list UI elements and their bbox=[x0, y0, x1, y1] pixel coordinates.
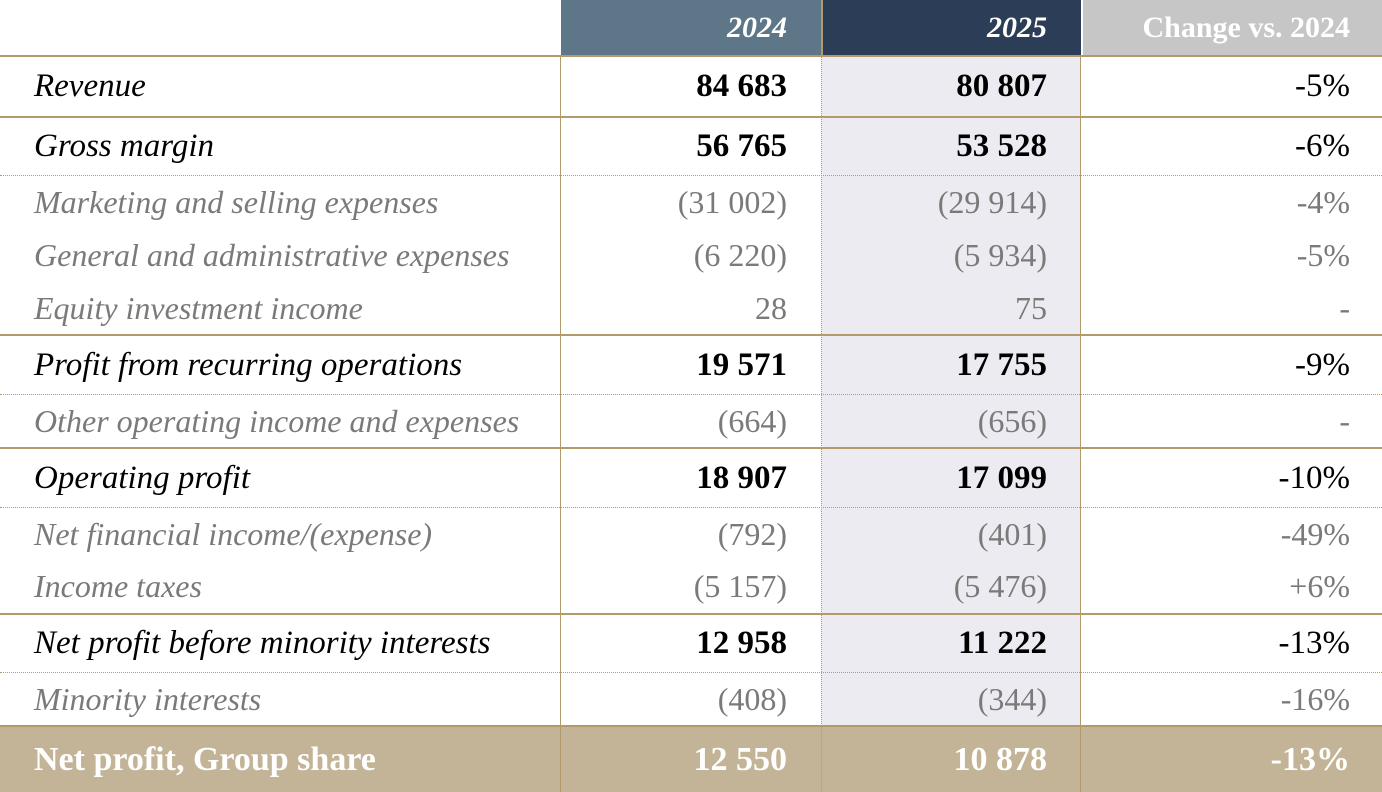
value-change: -10% bbox=[1278, 459, 1350, 496]
row-label: Net profit before minority interests bbox=[34, 625, 491, 661]
value-2024: 19 571 bbox=[696, 346, 787, 383]
table-row-gross-margin: Gross margin 56 765 53 528 -6% bbox=[0, 116, 1382, 175]
value-2024: (6 220) bbox=[693, 237, 787, 273]
value-2024: (792) bbox=[717, 515, 787, 552]
value-2025: (5 476) bbox=[953, 568, 1047, 604]
table-row-operating-profit: Operating profit 18 907 17 099 -10% bbox=[0, 447, 1382, 507]
value-change: -13% bbox=[1270, 740, 1350, 778]
value-2024: (664) bbox=[717, 402, 787, 439]
row-label: Other operating income and expenses bbox=[34, 402, 520, 439]
table-row-other-operating: Other operating income and expenses (664… bbox=[0, 394, 1382, 447]
value-change: -6% bbox=[1295, 128, 1350, 164]
value-2024: 18 907 bbox=[696, 459, 787, 496]
table-row-equity-investment: Equity investment income 28 75 - bbox=[0, 282, 1382, 334]
value-2025: (656) bbox=[977, 402, 1047, 439]
row-label: General and administrative expenses bbox=[34, 237, 510, 273]
row-label: Equity investment income bbox=[34, 289, 363, 326]
value-2025: 11 222 bbox=[958, 625, 1047, 661]
row-label: Minority interests bbox=[34, 680, 262, 717]
value-2024: 12 958 bbox=[696, 625, 787, 661]
row-label: Operating profit bbox=[34, 459, 251, 496]
table-row-net-profit-before-minority: Net profit before minority interests 12 … bbox=[0, 613, 1382, 672]
column-divider bbox=[560, 55, 561, 792]
value-2025: 10 878 bbox=[953, 740, 1048, 778]
value-change: -9% bbox=[1295, 346, 1350, 383]
value-2024: (408) bbox=[717, 680, 787, 717]
table-row-minority-interests: Minority interests (408) (344) -16% bbox=[0, 672, 1382, 725]
column-header-change: Change vs. 2024 bbox=[1081, 0, 1382, 55]
row-label: Net financial income/(expense) bbox=[34, 515, 433, 552]
value-2024: (5 157) bbox=[693, 568, 787, 604]
value-2025: (344) bbox=[977, 680, 1047, 717]
row-label: Gross margin bbox=[34, 128, 215, 164]
value-2025: (29 914) bbox=[937, 184, 1047, 220]
value-2024: (31 002) bbox=[677, 184, 787, 220]
table-row-net-profit-group-share: Net profit, Group share 12 550 10 878 -1… bbox=[0, 725, 1382, 792]
value-2024: 56 765 bbox=[696, 128, 787, 164]
value-change: +6% bbox=[1289, 568, 1350, 604]
value-change: -4% bbox=[1296, 184, 1350, 220]
column-header-2025: 2025 bbox=[821, 0, 1081, 55]
value-change: - bbox=[1339, 289, 1350, 326]
value-change: -5% bbox=[1296, 237, 1350, 273]
value-2025: (401) bbox=[977, 515, 1047, 552]
table-row-recurring-profit: Profit from recurring operations 19 571 … bbox=[0, 334, 1382, 394]
value-change: -16% bbox=[1280, 680, 1350, 717]
value-change: -49% bbox=[1280, 515, 1350, 552]
value-2024: 84 683 bbox=[696, 68, 787, 104]
table-row-income-taxes: Income taxes (5 157) (5 476) +6% bbox=[0, 560, 1382, 613]
column-header-2024: 2024 bbox=[561, 0, 821, 55]
column-divider bbox=[821, 55, 822, 792]
value-2025: 17 755 bbox=[956, 346, 1047, 383]
table-row-general-admin: General and administrative expenses (6 2… bbox=[0, 229, 1382, 282]
row-label: Marketing and selling expenses bbox=[34, 184, 439, 220]
table-row-net-financial: Net financial income/(expense) (792) (40… bbox=[0, 507, 1382, 560]
row-label: Net profit, Group share bbox=[34, 740, 376, 778]
value-2025: 17 099 bbox=[956, 459, 1047, 496]
table-row-marketing-selling: Marketing and selling expenses (31 002) … bbox=[0, 175, 1382, 229]
value-2025: 53 528 bbox=[956, 128, 1047, 164]
value-change: - bbox=[1339, 402, 1350, 439]
value-change: -13% bbox=[1278, 625, 1350, 661]
row-label: Revenue bbox=[34, 68, 146, 104]
column-divider bbox=[1080, 55, 1081, 792]
value-2025: 80 807 bbox=[956, 68, 1047, 104]
value-2024: 28 bbox=[755, 289, 787, 326]
value-2025: (5 934) bbox=[953, 237, 1047, 273]
value-change: -5% bbox=[1295, 68, 1350, 104]
table-row-revenue: Revenue 84 683 80 807 -5% bbox=[0, 55, 1382, 116]
value-2025: 75 bbox=[1015, 289, 1047, 326]
value-2024: 12 550 bbox=[693, 740, 788, 778]
row-label: Profit from recurring operations bbox=[34, 346, 463, 383]
row-label: Income taxes bbox=[34, 568, 202, 604]
